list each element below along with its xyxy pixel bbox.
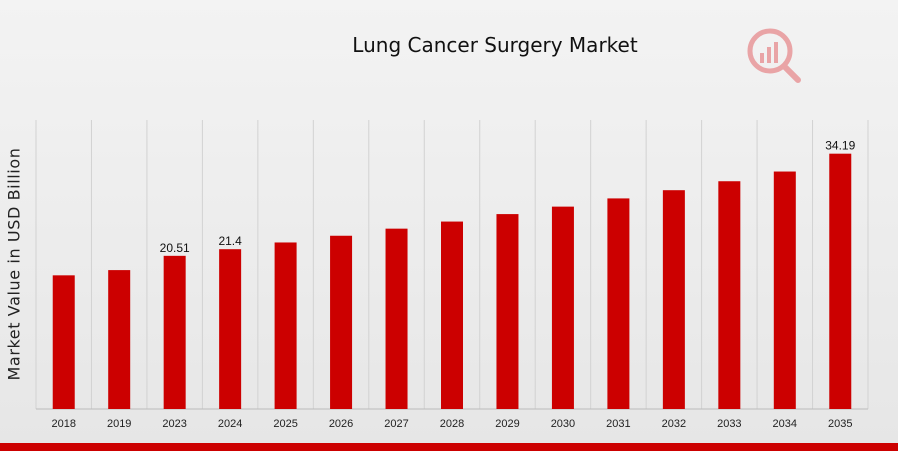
bar: [441, 221, 463, 409]
x-tick-label: 2031: [606, 418, 630, 430]
x-tick-label: 2023: [162, 418, 186, 430]
x-tick-label: 2018: [51, 418, 75, 430]
x-tick-label: 2026: [329, 418, 353, 430]
bar: [662, 190, 685, 409]
x-tick-label: 2033: [717, 418, 741, 430]
x-tick-label: 2025: [273, 418, 297, 430]
x-tick-label: 2027: [384, 418, 408, 430]
bar: [52, 275, 75, 409]
x-tick-label: 2024: [218, 418, 242, 430]
bar: [551, 206, 574, 409]
chart-magnifier-logo-icon: [747, 28, 801, 83]
x-tick-label: 2029: [495, 418, 519, 430]
data-label: 20.51: [160, 241, 190, 255]
bar: [108, 270, 131, 409]
x-tick-label: 2019: [107, 418, 131, 430]
footer-accent-bar: [0, 443, 898, 451]
data-label: 34.19: [825, 139, 855, 153]
x-tick-label: 2028: [440, 418, 464, 430]
bar: [163, 255, 186, 409]
bar: [607, 198, 630, 409]
bar: [330, 235, 353, 409]
bar: [773, 171, 796, 409]
bar: [829, 153, 852, 409]
x-tick-label: 2030: [551, 418, 575, 430]
x-tick-label: 2035: [828, 418, 852, 430]
bar: [274, 242, 297, 409]
bar: [219, 249, 242, 409]
bar: [496, 214, 519, 409]
data-label: 21.4: [218, 234, 242, 248]
x-tick-label: 2034: [773, 418, 797, 430]
bar: [718, 181, 741, 409]
bar: [385, 228, 408, 409]
x-tick-label: 2032: [662, 418, 686, 430]
